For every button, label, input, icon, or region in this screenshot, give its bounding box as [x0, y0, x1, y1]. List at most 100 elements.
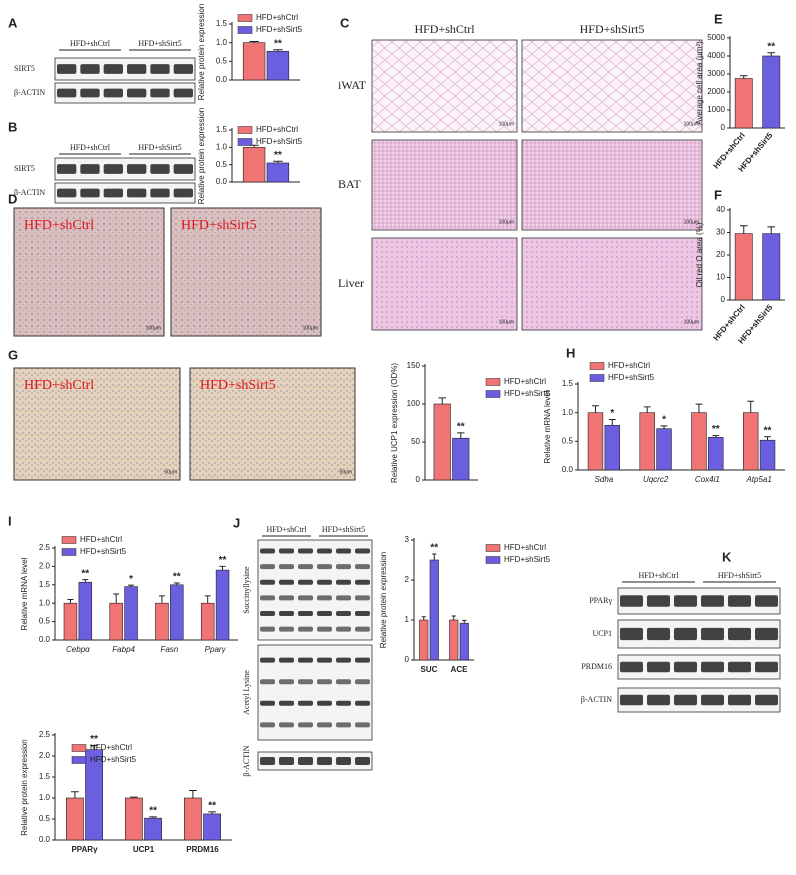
blot-band: [317, 610, 332, 616]
blot-band: [701, 627, 724, 641]
blot-band: [728, 661, 751, 673]
blot-group-label: HFD+shCtrl: [70, 143, 111, 152]
y-tick-label: 2.5: [39, 543, 51, 552]
legend-swatch: [485, 556, 501, 564]
error-bar: [462, 619, 467, 624]
blot-band: [260, 657, 275, 663]
blot-band: [260, 757, 275, 765]
x-tick-label: ACE: [451, 665, 469, 674]
blot-band: [620, 694, 643, 706]
blot-band: [150, 88, 170, 98]
error-bar: [457, 432, 465, 439]
error-bar: [592, 405, 599, 413]
legend-label: HFD+shCtrl: [90, 743, 132, 752]
legend-swatch: [589, 362, 605, 370]
blot-group-label: HFD+shSirt5: [138, 143, 181, 152]
axis: [231, 128, 300, 183]
micrograph: [521, 139, 703, 231]
ihc-label: HFD+shSirt5: [200, 378, 276, 393]
y-tick-label: 4000: [707, 51, 725, 60]
ihc-label: HFD+shCtrl: [24, 218, 94, 233]
y-tick-label: 0: [405, 655, 410, 664]
scale-bar-label: 100μm: [146, 325, 161, 331]
y-tick-label: 1.0: [562, 408, 574, 417]
y-axis-label: Oil red O area (%): [695, 222, 704, 287]
error-bar: [643, 406, 651, 413]
blot-band: [317, 757, 332, 765]
blot-band: [80, 88, 100, 98]
y-tick-label: 0.0: [562, 465, 574, 474]
blot-row-label: β-ACTIN: [581, 695, 612, 704]
blot-band: [620, 595, 643, 607]
blot-band: [755, 694, 778, 706]
blot-band: [260, 610, 275, 616]
x-tick-label: Atp5a1: [745, 475, 771, 484]
error-bar: [71, 791, 79, 798]
blot-band: [57, 188, 77, 198]
blot-band: [355, 595, 370, 601]
scale-bar-label: 100μm: [499, 319, 514, 325]
significance: **: [149, 806, 157, 817]
ihc-image: [189, 367, 356, 481]
y-tick-label: 0: [416, 475, 421, 484]
bar: [604, 424, 620, 471]
significance: *: [610, 408, 614, 419]
blot-band: [317, 657, 332, 663]
bar: [66, 797, 84, 841]
micro-col-label: HFD+shCtrl: [414, 22, 475, 36]
y-axis-label: Relative protein expression: [379, 552, 388, 649]
blot-band: [279, 722, 294, 728]
legend-label: HFD+shSirt5: [504, 555, 551, 564]
blot-band: [173, 164, 193, 174]
x-tick-label: Cebpα: [66, 645, 90, 654]
blot-group-label: HFD+shCtrl: [70, 39, 111, 48]
x-tick-label: Pparγ: [205, 645, 227, 654]
x-tick-label: PRDM16: [186, 845, 219, 854]
blot-band: [355, 679, 370, 685]
bar: [762, 55, 781, 129]
bar: [691, 412, 707, 471]
ihc-image: [13, 367, 181, 481]
y-tick-label: 0.5: [216, 160, 228, 169]
bar: [429, 559, 439, 661]
blot-band: [260, 595, 275, 601]
blot-row-label: Acetyl Lysine: [242, 670, 251, 715]
scale-bar-label: 100μm: [499, 219, 514, 225]
blot-band: [279, 757, 294, 765]
blot-band: [355, 579, 370, 585]
bar: [639, 412, 655, 471]
blot-band: [173, 88, 193, 98]
bar: [734, 78, 753, 129]
significance: **: [712, 424, 720, 435]
blot-band: [317, 626, 332, 632]
blot-band: [103, 64, 123, 74]
bar: [170, 584, 184, 641]
y-tick-label: 1.0: [39, 598, 51, 607]
ihc-image: [170, 207, 322, 337]
x-tick-label: Sdha: [595, 475, 614, 484]
x-tick-label: PPARγ: [71, 845, 98, 854]
error-bar: [608, 419, 616, 426]
bar: [200, 602, 215, 641]
blot-band: [336, 579, 351, 585]
error-bar: [219, 565, 226, 571]
blot-band: [336, 610, 351, 616]
blot-band: [728, 595, 751, 607]
y-tick-label: 2.5: [39, 730, 51, 739]
blot-row: [54, 82, 196, 104]
y-tick-label: 0: [721, 295, 726, 304]
blot-band: [317, 700, 332, 706]
significance: **: [457, 422, 465, 433]
blot-row-label: β-ACTIN: [242, 745, 251, 776]
y-tick-label: 0.0: [39, 835, 51, 844]
scale-bar-label: 100μm: [684, 121, 699, 127]
blot-band: [279, 595, 294, 601]
blot-band: [647, 595, 670, 607]
blot-band: [317, 579, 332, 585]
y-tick-label: 1.0: [39, 793, 51, 802]
legend-label: HFD+shCtrl: [256, 13, 298, 22]
x-tick-label: Fabp4: [112, 645, 135, 654]
y-tick-label: 1.5: [216, 125, 228, 134]
y-tick-label: 1.0: [216, 38, 228, 47]
blot-row-label: PRDM16: [581, 662, 612, 671]
